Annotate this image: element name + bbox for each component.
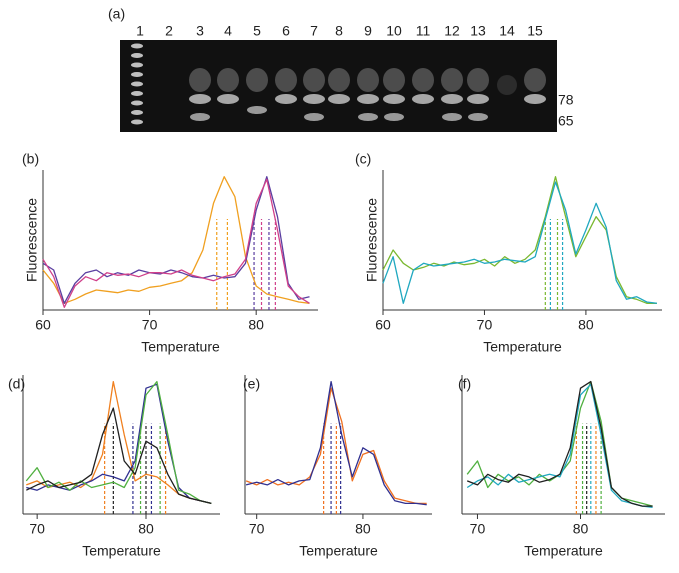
panel-label: (f) bbox=[458, 376, 471, 392]
melt-curve bbox=[466, 380, 653, 507]
ladder-band bbox=[131, 119, 143, 125]
gel-band bbox=[467, 68, 489, 92]
x-axis-title: Temperature bbox=[299, 543, 378, 559]
x-tick-label: 80 bbox=[355, 521, 371, 537]
gel-band bbox=[441, 68, 463, 92]
x-tick-label: 70 bbox=[249, 521, 265, 537]
panel-label: (a) bbox=[108, 6, 125, 22]
melt-curve bbox=[245, 380, 427, 506]
melt-curve bbox=[466, 380, 653, 507]
x-tick-label: 60 bbox=[35, 317, 51, 333]
gel-band bbox=[189, 68, 211, 92]
lane-label: 4 bbox=[224, 23, 232, 39]
melt-curve bbox=[25, 380, 212, 505]
band-label: 78 bbox=[558, 92, 574, 108]
gel-band bbox=[328, 68, 350, 92]
x-tick-label: 70 bbox=[142, 317, 158, 333]
lane-label: 5 bbox=[253, 23, 261, 39]
gel-band bbox=[190, 113, 210, 121]
gel-band bbox=[358, 113, 378, 121]
x-axis-title: Temperature bbox=[141, 339, 220, 355]
x-tick-label: 80 bbox=[573, 521, 589, 537]
gel-band bbox=[412, 94, 434, 104]
lane-label: 10 bbox=[386, 23, 402, 39]
gel-band bbox=[442, 113, 462, 121]
lane-label: 11 bbox=[416, 23, 431, 39]
melt-curve bbox=[245, 387, 427, 505]
panel-label: (c) bbox=[355, 151, 371, 167]
lane-label: 6 bbox=[282, 23, 290, 39]
lane-label: 13 bbox=[470, 23, 486, 39]
lane-label: 3 bbox=[196, 23, 204, 39]
y-axis-title: Fluorescence bbox=[24, 198, 40, 282]
x-tick-label: 70 bbox=[29, 521, 45, 537]
melt-curve bbox=[466, 383, 653, 509]
lane-label: 9 bbox=[364, 23, 372, 39]
lane-label: 8 bbox=[335, 23, 343, 39]
ladder-band bbox=[131, 100, 143, 106]
gel-band bbox=[383, 68, 405, 92]
gel-band bbox=[383, 94, 405, 104]
gel-band bbox=[275, 68, 297, 92]
ladder-band bbox=[131, 43, 143, 49]
x-tick-label: 60 bbox=[375, 317, 391, 333]
gel-band bbox=[441, 94, 463, 104]
gel-band bbox=[247, 106, 267, 114]
x-axis-title: Temperature bbox=[82, 543, 161, 559]
y-axis-title: Fluorescence bbox=[364, 198, 380, 282]
x-axis-title: Temperature bbox=[524, 543, 603, 559]
melt-curve bbox=[42, 176, 310, 304]
band-label: 65 bbox=[558, 113, 574, 129]
melt-curve bbox=[382, 181, 657, 304]
lane-label: 14 bbox=[499, 23, 515, 39]
lane-label: 7 bbox=[310, 23, 318, 39]
lane-label: 15 bbox=[527, 23, 543, 39]
gel-band bbox=[303, 94, 325, 104]
gel-band bbox=[275, 94, 297, 104]
panel-label: (e) bbox=[243, 376, 260, 392]
ladder-band bbox=[131, 91, 143, 96]
gel-band bbox=[524, 94, 546, 104]
panel-label: (b) bbox=[22, 151, 39, 167]
melt-curve bbox=[382, 176, 657, 304]
ladder-band bbox=[131, 110, 143, 115]
x-tick-label: 70 bbox=[477, 317, 493, 333]
gel-band bbox=[524, 68, 546, 92]
gel-band bbox=[467, 94, 489, 104]
x-tick-label: 80 bbox=[248, 317, 264, 333]
x-tick-label: 70 bbox=[470, 521, 486, 537]
x-tick-label: 80 bbox=[138, 521, 154, 537]
gel-band bbox=[246, 68, 268, 92]
x-axis-title: Temperature bbox=[483, 339, 562, 355]
melt-curve bbox=[26, 407, 212, 505]
ladder-band bbox=[131, 72, 143, 77]
gel-band bbox=[303, 68, 325, 92]
lane-label: 2 bbox=[165, 23, 173, 39]
gel-band bbox=[217, 68, 239, 92]
x-tick-label: 80 bbox=[578, 317, 594, 333]
gel-band bbox=[304, 113, 324, 121]
gel-band bbox=[497, 75, 517, 95]
gel-band bbox=[384, 113, 404, 121]
ladder-band bbox=[131, 62, 143, 68]
gel-band bbox=[328, 94, 350, 104]
gel-band bbox=[357, 94, 379, 104]
lane-label: 12 bbox=[444, 23, 460, 39]
gel-band bbox=[357, 68, 379, 92]
gel-band bbox=[412, 68, 434, 92]
melt-curve bbox=[42, 178, 310, 308]
gel-band bbox=[189, 94, 211, 104]
ladder-band bbox=[131, 53, 143, 58]
gel-band bbox=[468, 113, 488, 121]
gel-band bbox=[217, 94, 239, 104]
ladder-band bbox=[131, 81, 143, 87]
lane-label: 1 bbox=[136, 23, 144, 39]
panel-label: (d) bbox=[8, 376, 25, 392]
